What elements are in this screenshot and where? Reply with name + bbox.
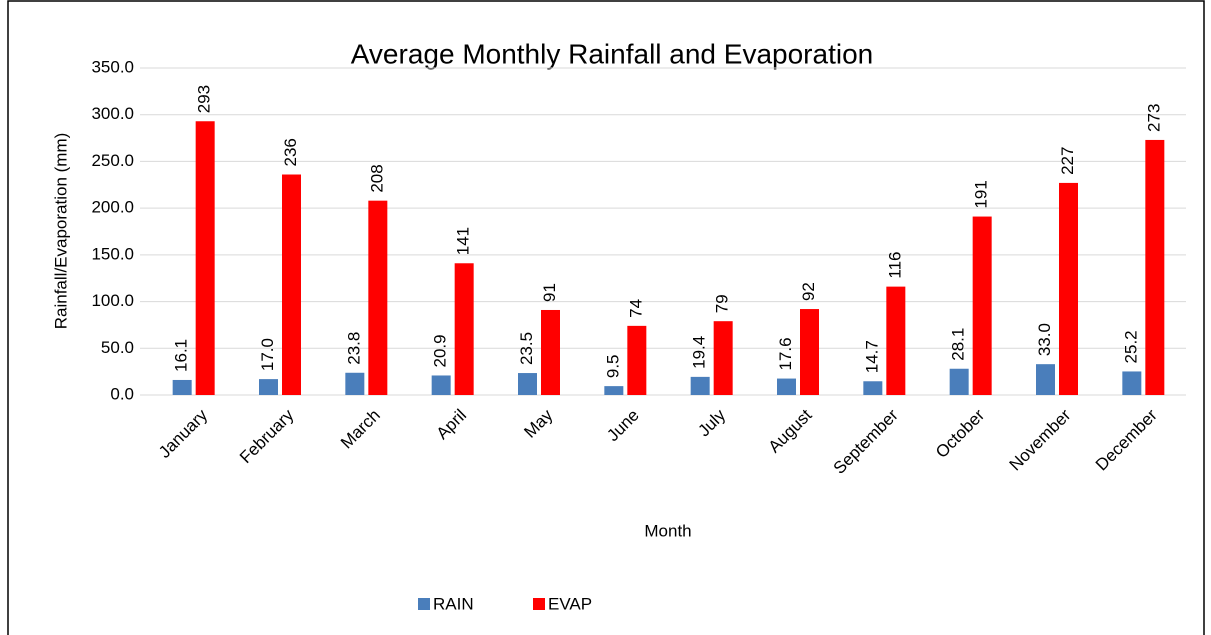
bar <box>713 321 733 395</box>
y-tick-label: 50.0 <box>101 338 134 357</box>
data-label: 293 <box>195 85 214 113</box>
data-label: 25.2 <box>1121 330 1140 363</box>
data-label: 227 <box>1058 147 1077 175</box>
data-label: 14.7 <box>862 340 881 373</box>
bar <box>949 368 969 395</box>
bar <box>777 378 796 395</box>
data-label: 23.8 <box>344 332 363 365</box>
legend-swatch <box>533 598 545 610</box>
y-tick-label: 300.0 <box>91 104 134 123</box>
bar <box>541 309 560 395</box>
bar <box>1059 182 1078 395</box>
data-label: 17.0 <box>258 338 277 371</box>
data-label: 74 <box>626 299 645 318</box>
data-label: 33.0 <box>1035 323 1054 356</box>
y-axis-label: Rainfall/Evaporation (mm) <box>51 133 70 330</box>
chart-title: Average Monthly Rainfall and Evaporation <box>351 38 873 69</box>
data-label: 16.1 <box>172 339 191 372</box>
bar <box>1145 139 1165 395</box>
data-label: 208 <box>367 164 386 192</box>
bar <box>431 375 451 395</box>
data-label: 92 <box>799 282 818 301</box>
data-label: 23.5 <box>517 332 536 365</box>
bar <box>690 376 710 395</box>
bar <box>259 379 278 395</box>
data-label: 19.4 <box>690 336 709 369</box>
y-tick-label: 0.0 <box>110 384 134 403</box>
y-tick-label: 200.0 <box>91 198 134 217</box>
bar <box>1122 371 1142 395</box>
bar <box>1036 364 1055 395</box>
bar <box>604 386 624 395</box>
legend-swatch <box>418 598 430 610</box>
bar <box>454 263 474 395</box>
bar <box>195 121 215 396</box>
y-tick-label: 250.0 <box>91 151 134 170</box>
y-tick-label: 100.0 <box>91 291 134 310</box>
bar <box>518 373 537 395</box>
x-axis-label: Month <box>644 521 691 540</box>
bar <box>368 200 388 395</box>
y-tick-label: 350.0 <box>91 57 134 76</box>
bar <box>886 286 906 395</box>
data-label: 236 <box>281 138 300 166</box>
y-tick-label: 150.0 <box>91 244 134 263</box>
bar <box>972 216 992 395</box>
legend-label: EVAP <box>548 594 592 613</box>
data-label: 17.6 <box>776 337 795 370</box>
data-label: 9.5 <box>603 354 622 378</box>
bar <box>282 174 301 395</box>
chart-border <box>7 0 1205 635</box>
bar <box>800 309 819 395</box>
data-label: 116 <box>885 252 904 279</box>
data-label: 79 <box>713 294 732 313</box>
bar <box>345 372 365 395</box>
data-label: 141 <box>454 227 473 255</box>
bar <box>863 381 883 395</box>
legend-label: RAIN <box>433 594 474 613</box>
data-label: 20.9 <box>431 334 450 367</box>
data-label: 191 <box>972 180 991 208</box>
data-label: 28.1 <box>949 328 968 361</box>
bar <box>627 325 647 395</box>
bar <box>172 379 192 395</box>
data-label: 91 <box>540 283 559 302</box>
data-label: 273 <box>1144 104 1163 132</box>
